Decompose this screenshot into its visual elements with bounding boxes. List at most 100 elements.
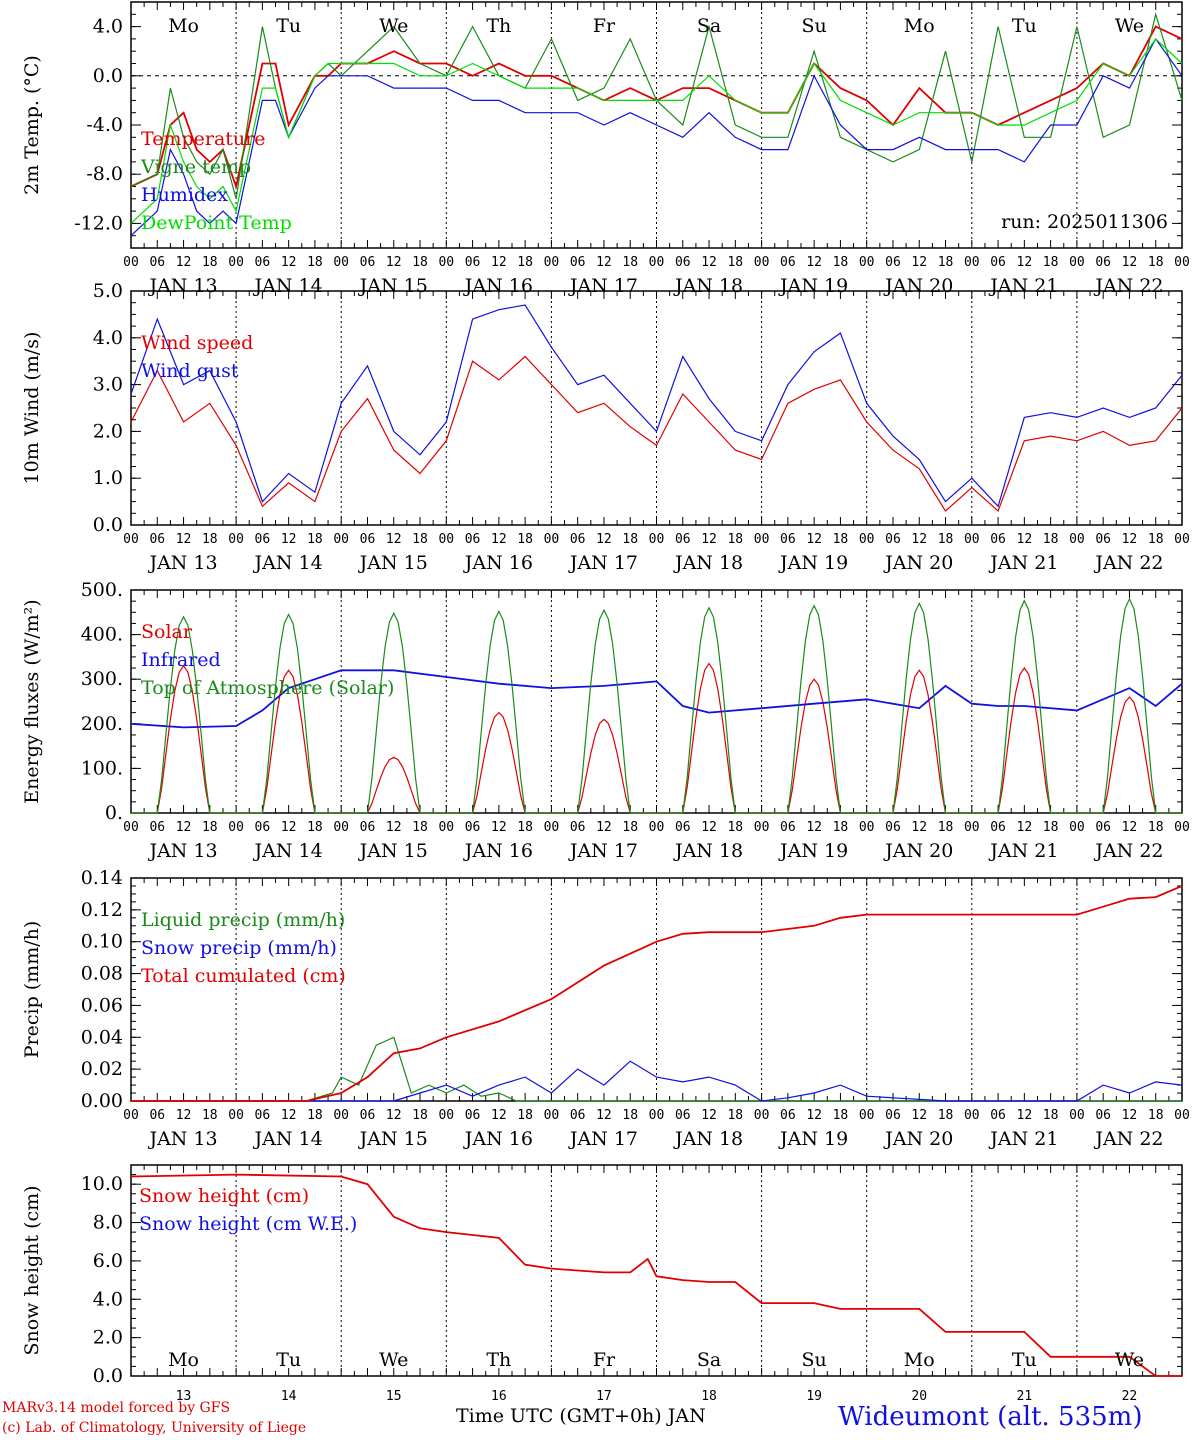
series-line <box>130 37 1183 224</box>
hour-tick-label: 06 <box>885 1108 901 1123</box>
panel-3: 500. 400. 300. 200. 100. 0. Energy fluxes (W/m… <box>21 579 1190 862</box>
y-tick-label: -4.0 <box>86 114 123 136</box>
hour-tick-label: 18 <box>307 820 323 835</box>
date-label: JAN 15 <box>358 552 428 574</box>
hour-tick-label: 06 <box>570 1108 586 1123</box>
hour-tick-label: 00 <box>1174 820 1190 835</box>
hour-tick-label: 12 <box>1017 532 1033 547</box>
date-label: JAN 14 <box>253 840 323 862</box>
date-label: JAN 19 <box>778 840 848 862</box>
hour-tick-label: 18 <box>1148 1108 1164 1123</box>
panel-5: 10.0 8.0 6.0 4.0 2.0 0.0 Snow height (cm) Snow … <box>21 1164 1183 1387</box>
y-tick-label: 10.0 <box>81 1173 123 1195</box>
hour-tick-label: 00 <box>544 1108 560 1123</box>
y-tick-label: 0.08 <box>81 963 123 985</box>
date-label: JAN 18 <box>673 840 743 862</box>
top-day-names: Mo Tu We Th Fr Sa Su Mo Tu We run: 2025011306 <box>168 15 1168 233</box>
hour-tick-label: 12 <box>911 532 927 547</box>
hour-tick-label: 12 <box>491 820 507 835</box>
hour-tick-label: 00 <box>1069 1108 1085 1123</box>
hour-tick-label: 12 <box>1122 820 1138 835</box>
hour-tick-label: 06 <box>360 255 376 270</box>
hour-tick-label: 18 <box>938 255 954 270</box>
hour-tick-label: 00 <box>544 532 560 547</box>
x-axis-label: Time UTC (GMT+0h) JAN <box>456 1405 706 1427</box>
y-tick-label: 3.0 <box>93 374 123 396</box>
date-number: 17 <box>596 1389 612 1404</box>
hour-tick-label: 12 <box>911 1108 927 1123</box>
y-tick-label: 1.0 <box>93 467 123 489</box>
y-axis-label: 10m Wind (m/s) <box>21 332 43 485</box>
day-name: Sa <box>697 1349 721 1371</box>
hour-tick-label: 18 <box>202 1108 218 1123</box>
day-name: Th <box>486 15 511 37</box>
y-tick-label: 500. <box>81 579 123 601</box>
panel-2: 5.0 4.0 3.0 2.0 1.0 0.0 10m Wind (m/s) 00 06 12 18… <box>21 280 1190 574</box>
y-tick-label: 0.14 <box>81 867 123 889</box>
hour-tick-label: 12 <box>701 532 717 547</box>
series-line <box>131 885 1183 1102</box>
legend-entry: Total cumulated (cm) <box>141 965 346 987</box>
hour-tick-label: 06 <box>149 532 165 547</box>
hour-tick-label: 18 <box>1043 820 1059 835</box>
hour-tick-label: 06 <box>885 255 901 270</box>
hour-tick-label: 06 <box>885 820 901 835</box>
hour-tick-label: 12 <box>386 1108 402 1123</box>
date-label: JAN 16 <box>463 1128 533 1150</box>
hour-tick-label: 00 <box>333 820 349 835</box>
date-label: JAN 18 <box>673 552 743 574</box>
hour-tick-label: 06 <box>465 820 481 835</box>
hour-tick-label: 18 <box>412 1108 428 1123</box>
y-tick-label: -12.0 <box>74 212 123 234</box>
date-label: JAN 20 <box>883 275 953 297</box>
date-label: JAN 20 <box>883 840 953 862</box>
y-tick-label: 0.00 <box>81 1090 123 1112</box>
hour-tick-label: 00 <box>228 255 244 270</box>
hour-tick-label: 18 <box>1043 532 1059 547</box>
series-line <box>131 1036 1182 1102</box>
legend-entry: Infrared <box>141 649 221 671</box>
day-name: We <box>379 15 408 37</box>
date-label: JAN 15 <box>358 840 428 862</box>
date-label: JAN 16 <box>463 840 533 862</box>
legend-entry: Snow height (cm) <box>139 1185 309 1207</box>
hour-tick-label: 06 <box>570 820 586 835</box>
hour-tick-label: 06 <box>1095 255 1111 270</box>
hour-tick-label: 12 <box>1017 255 1033 270</box>
hour-tick-label: 06 <box>255 1108 271 1123</box>
date-label: JAN 14 <box>253 275 323 297</box>
date-label: JAN 18 <box>673 275 743 297</box>
date-number: 18 <box>701 1389 717 1404</box>
hour-tick-label: 12 <box>701 1108 717 1123</box>
y-tick-label: 5.0 <box>93 280 123 302</box>
hour-tick-label: 06 <box>1095 820 1111 835</box>
hour-tick-label: 00 <box>333 1108 349 1123</box>
hour-tick-label: 00 <box>438 1108 454 1123</box>
y-tick-label: 6.0 <box>93 1250 123 1272</box>
date-number: 20 <box>911 1389 927 1404</box>
series-line <box>130 12 1183 199</box>
series-line <box>130 669 1183 729</box>
hour-tick-label: 00 <box>333 532 349 547</box>
y-tick-label: -8.0 <box>86 163 123 185</box>
day-name: Tu <box>1012 1349 1037 1371</box>
hour-tick-label: 18 <box>833 255 849 270</box>
hour-tick-label: 12 <box>701 820 717 835</box>
hour-tick-label: 18 <box>727 255 743 270</box>
hour-tick-label: 18 <box>307 1108 323 1123</box>
date-number: 14 <box>281 1389 297 1404</box>
day-name: We <box>1115 1349 1144 1371</box>
y-tick-label: 4.0 <box>93 1288 123 1310</box>
y-axis-label: Snow height (cm) <box>21 1185 43 1355</box>
y-tick-label: 0.10 <box>81 931 123 953</box>
hour-tick-label: 00 <box>1069 820 1085 835</box>
hour-tick-label: 00 <box>649 820 665 835</box>
hour-tick-label: 18 <box>622 1108 638 1123</box>
panel-1: 4.0 0.0 -4.0 -8.0 -12.0 2m Temp. (°C) 00 06 12 18… <box>21 1 1190 297</box>
date-label: JAN 19 <box>778 552 848 574</box>
date-label: JAN 13 <box>147 552 217 574</box>
day-name: Mo <box>904 15 935 37</box>
hour-tick-label: 00 <box>754 820 770 835</box>
hour-tick-label: 00 <box>333 255 349 270</box>
